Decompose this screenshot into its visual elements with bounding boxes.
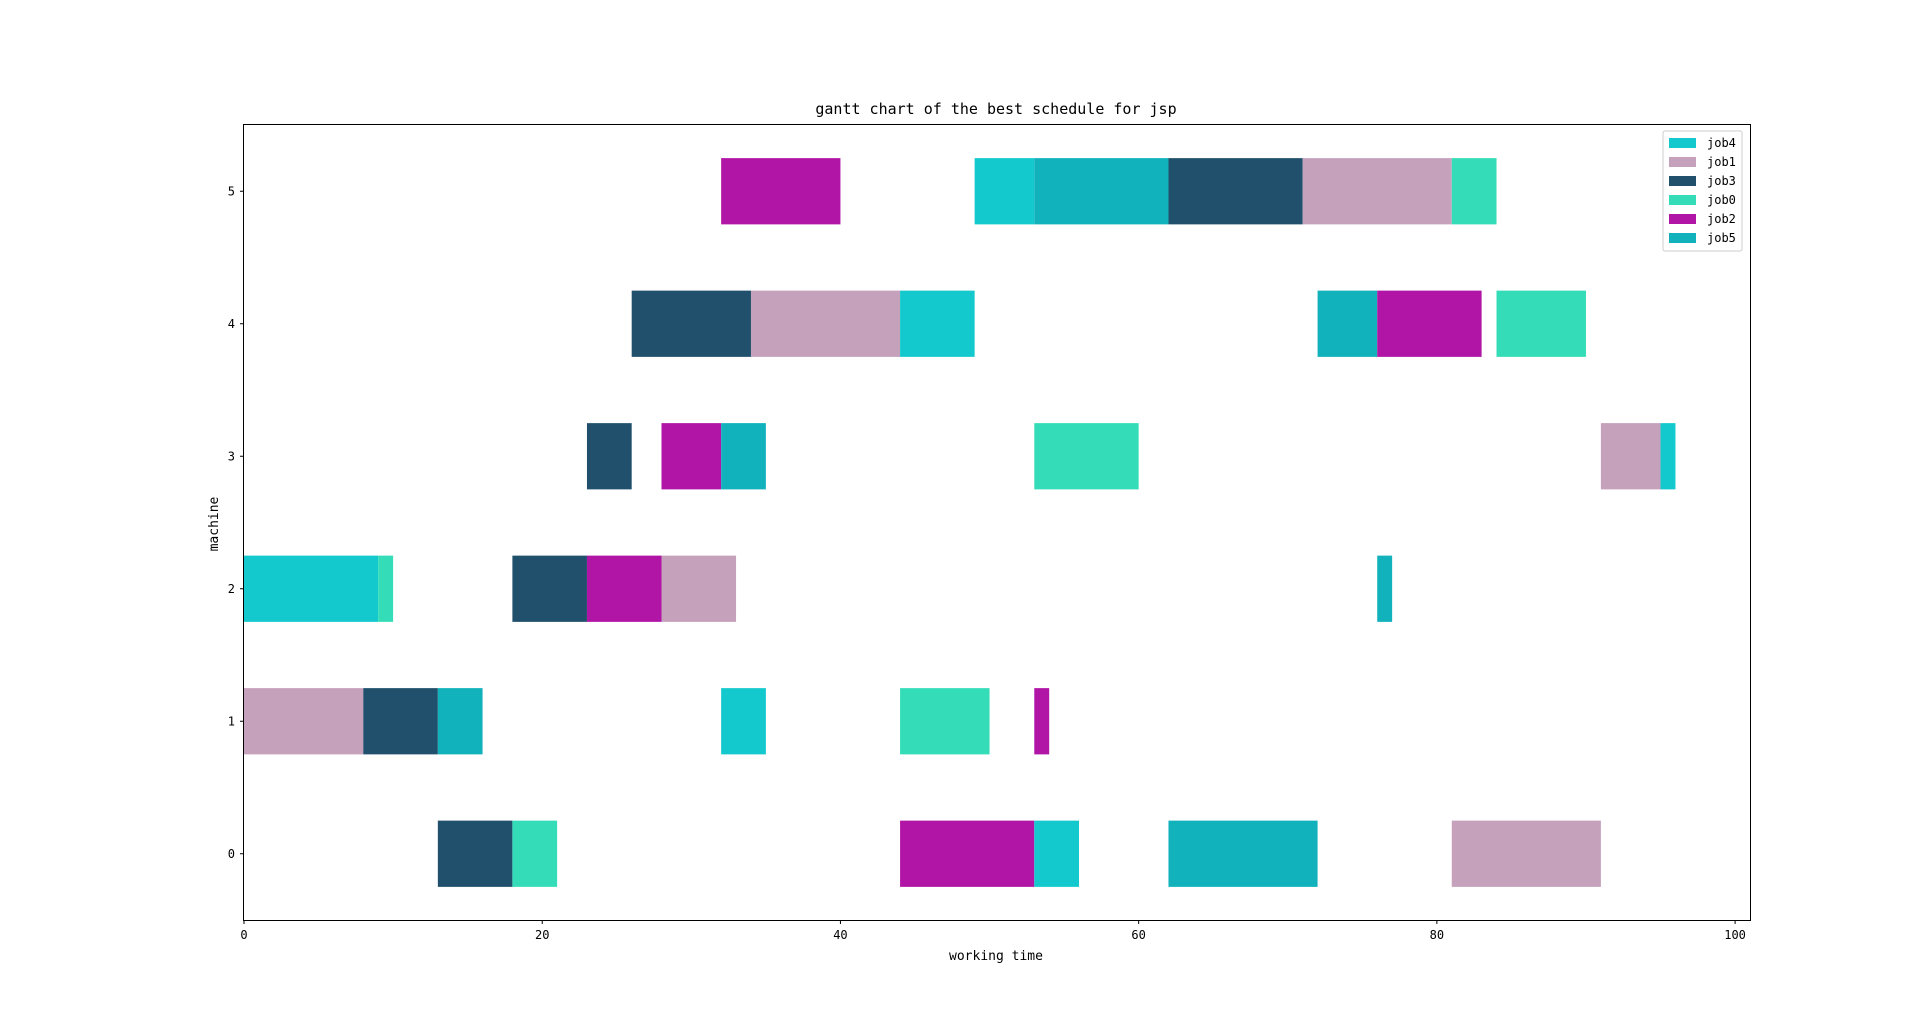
- task-bar-m3-job1: [1600, 423, 1661, 490]
- task-bar-m1-job2: [1034, 688, 1050, 755]
- task-bar-m0-job0: [512, 820, 558, 887]
- x-tick-label: 80: [1430, 928, 1444, 942]
- x-tick-label: 0: [240, 928, 247, 942]
- x-tick-label: 100: [1724, 928, 1746, 942]
- task-bar-m0-job2: [900, 820, 1035, 887]
- legend: job4 job1 job3 job0 job2 job5: [1662, 130, 1743, 252]
- y-tick-label: 5: [228, 184, 235, 198]
- task-bar-m5-job4: [974, 158, 1035, 225]
- task-bar-m1-job3: [363, 688, 438, 755]
- x-tick-label: 40: [833, 928, 847, 942]
- y-axis-ticks: 0 1 2 3 4 5: [228, 184, 244, 861]
- legend-label-job3: job3: [1707, 174, 1736, 188]
- y-tick-label: 4: [228, 317, 235, 331]
- task-bar-m0-job1: [1451, 820, 1601, 887]
- y-tick-label: 3: [228, 449, 235, 463]
- task-bar-m4-job1: [750, 290, 901, 357]
- x-axis-label: working time: [949, 949, 1043, 964]
- bars-layer: [244, 158, 1676, 887]
- y-axis-label: machine: [207, 496, 222, 551]
- x-tick-label: 20: [535, 928, 549, 942]
- task-bar-m3-job2: [661, 423, 722, 490]
- task-bar-m4-job0: [1496, 290, 1586, 357]
- task-bar-m4-job5: [1317, 290, 1378, 357]
- task-bar-m1-job4: [721, 688, 766, 755]
- legend-swatch-job4: [1669, 138, 1696, 148]
- legend-swatch-job3: [1669, 176, 1696, 186]
- task-bar-m2-job2: [586, 555, 662, 622]
- task-bar-m5-job0: [1451, 158, 1497, 225]
- legend-swatch-job2: [1669, 214, 1696, 224]
- task-bar-m4-job2: [1377, 290, 1482, 357]
- task-bar-m4-job3: [631, 290, 751, 357]
- task-bar-m3-job3: [586, 423, 632, 490]
- task-bar-m0-job3: [437, 820, 513, 887]
- task-bar-m5-job5: [1034, 158, 1169, 225]
- x-axis-ticks: 0 20 40 60 80 100: [240, 920, 1746, 942]
- task-bar-m2-job1: [661, 555, 737, 622]
- task-bar-m4-job4: [900, 290, 975, 357]
- task-bar-m3-job4: [1660, 423, 1676, 490]
- legend-swatch-job1: [1669, 157, 1696, 167]
- legend-label-job4: job4: [1707, 136, 1736, 150]
- task-bar-m2-job5: [1377, 555, 1393, 622]
- task-bar-m1-job1: [244, 688, 364, 755]
- legend-swatch-job5: [1669, 233, 1696, 243]
- task-bar-m2-job0: [378, 555, 394, 622]
- task-bar-m2-job4: [244, 555, 379, 622]
- task-bar-m5-job2: [721, 158, 841, 225]
- legend-label-job1: job1: [1707, 155, 1736, 169]
- task-bar-m1-job0: [900, 688, 990, 755]
- task-bar-m0-job5: [1168, 820, 1318, 887]
- task-bar-m3-job0: [1034, 423, 1139, 490]
- task-bar-m5-job3: [1168, 158, 1303, 225]
- legend-label-job5: job5: [1707, 231, 1736, 245]
- task-bar-m1-job5: [437, 688, 483, 755]
- y-tick-label: 0: [228, 847, 235, 861]
- plot-area-frame: [243, 124, 1751, 921]
- chart-title: gantt chart of the best schedule for jsp: [815, 100, 1176, 118]
- y-tick-label: 2: [228, 582, 235, 596]
- task-bar-m3-job5: [721, 423, 766, 490]
- task-bar-m2-job3: [512, 555, 587, 622]
- legend-swatch-job0: [1669, 195, 1696, 205]
- task-bar-m0-job4: [1034, 820, 1080, 887]
- task-bar-m5-job1: [1302, 158, 1452, 225]
- legend-label-job2: job2: [1707, 212, 1736, 226]
- y-tick-label: 1: [228, 714, 235, 728]
- x-tick-label: 60: [1131, 928, 1145, 942]
- legend-label-job0: job0: [1707, 193, 1736, 207]
